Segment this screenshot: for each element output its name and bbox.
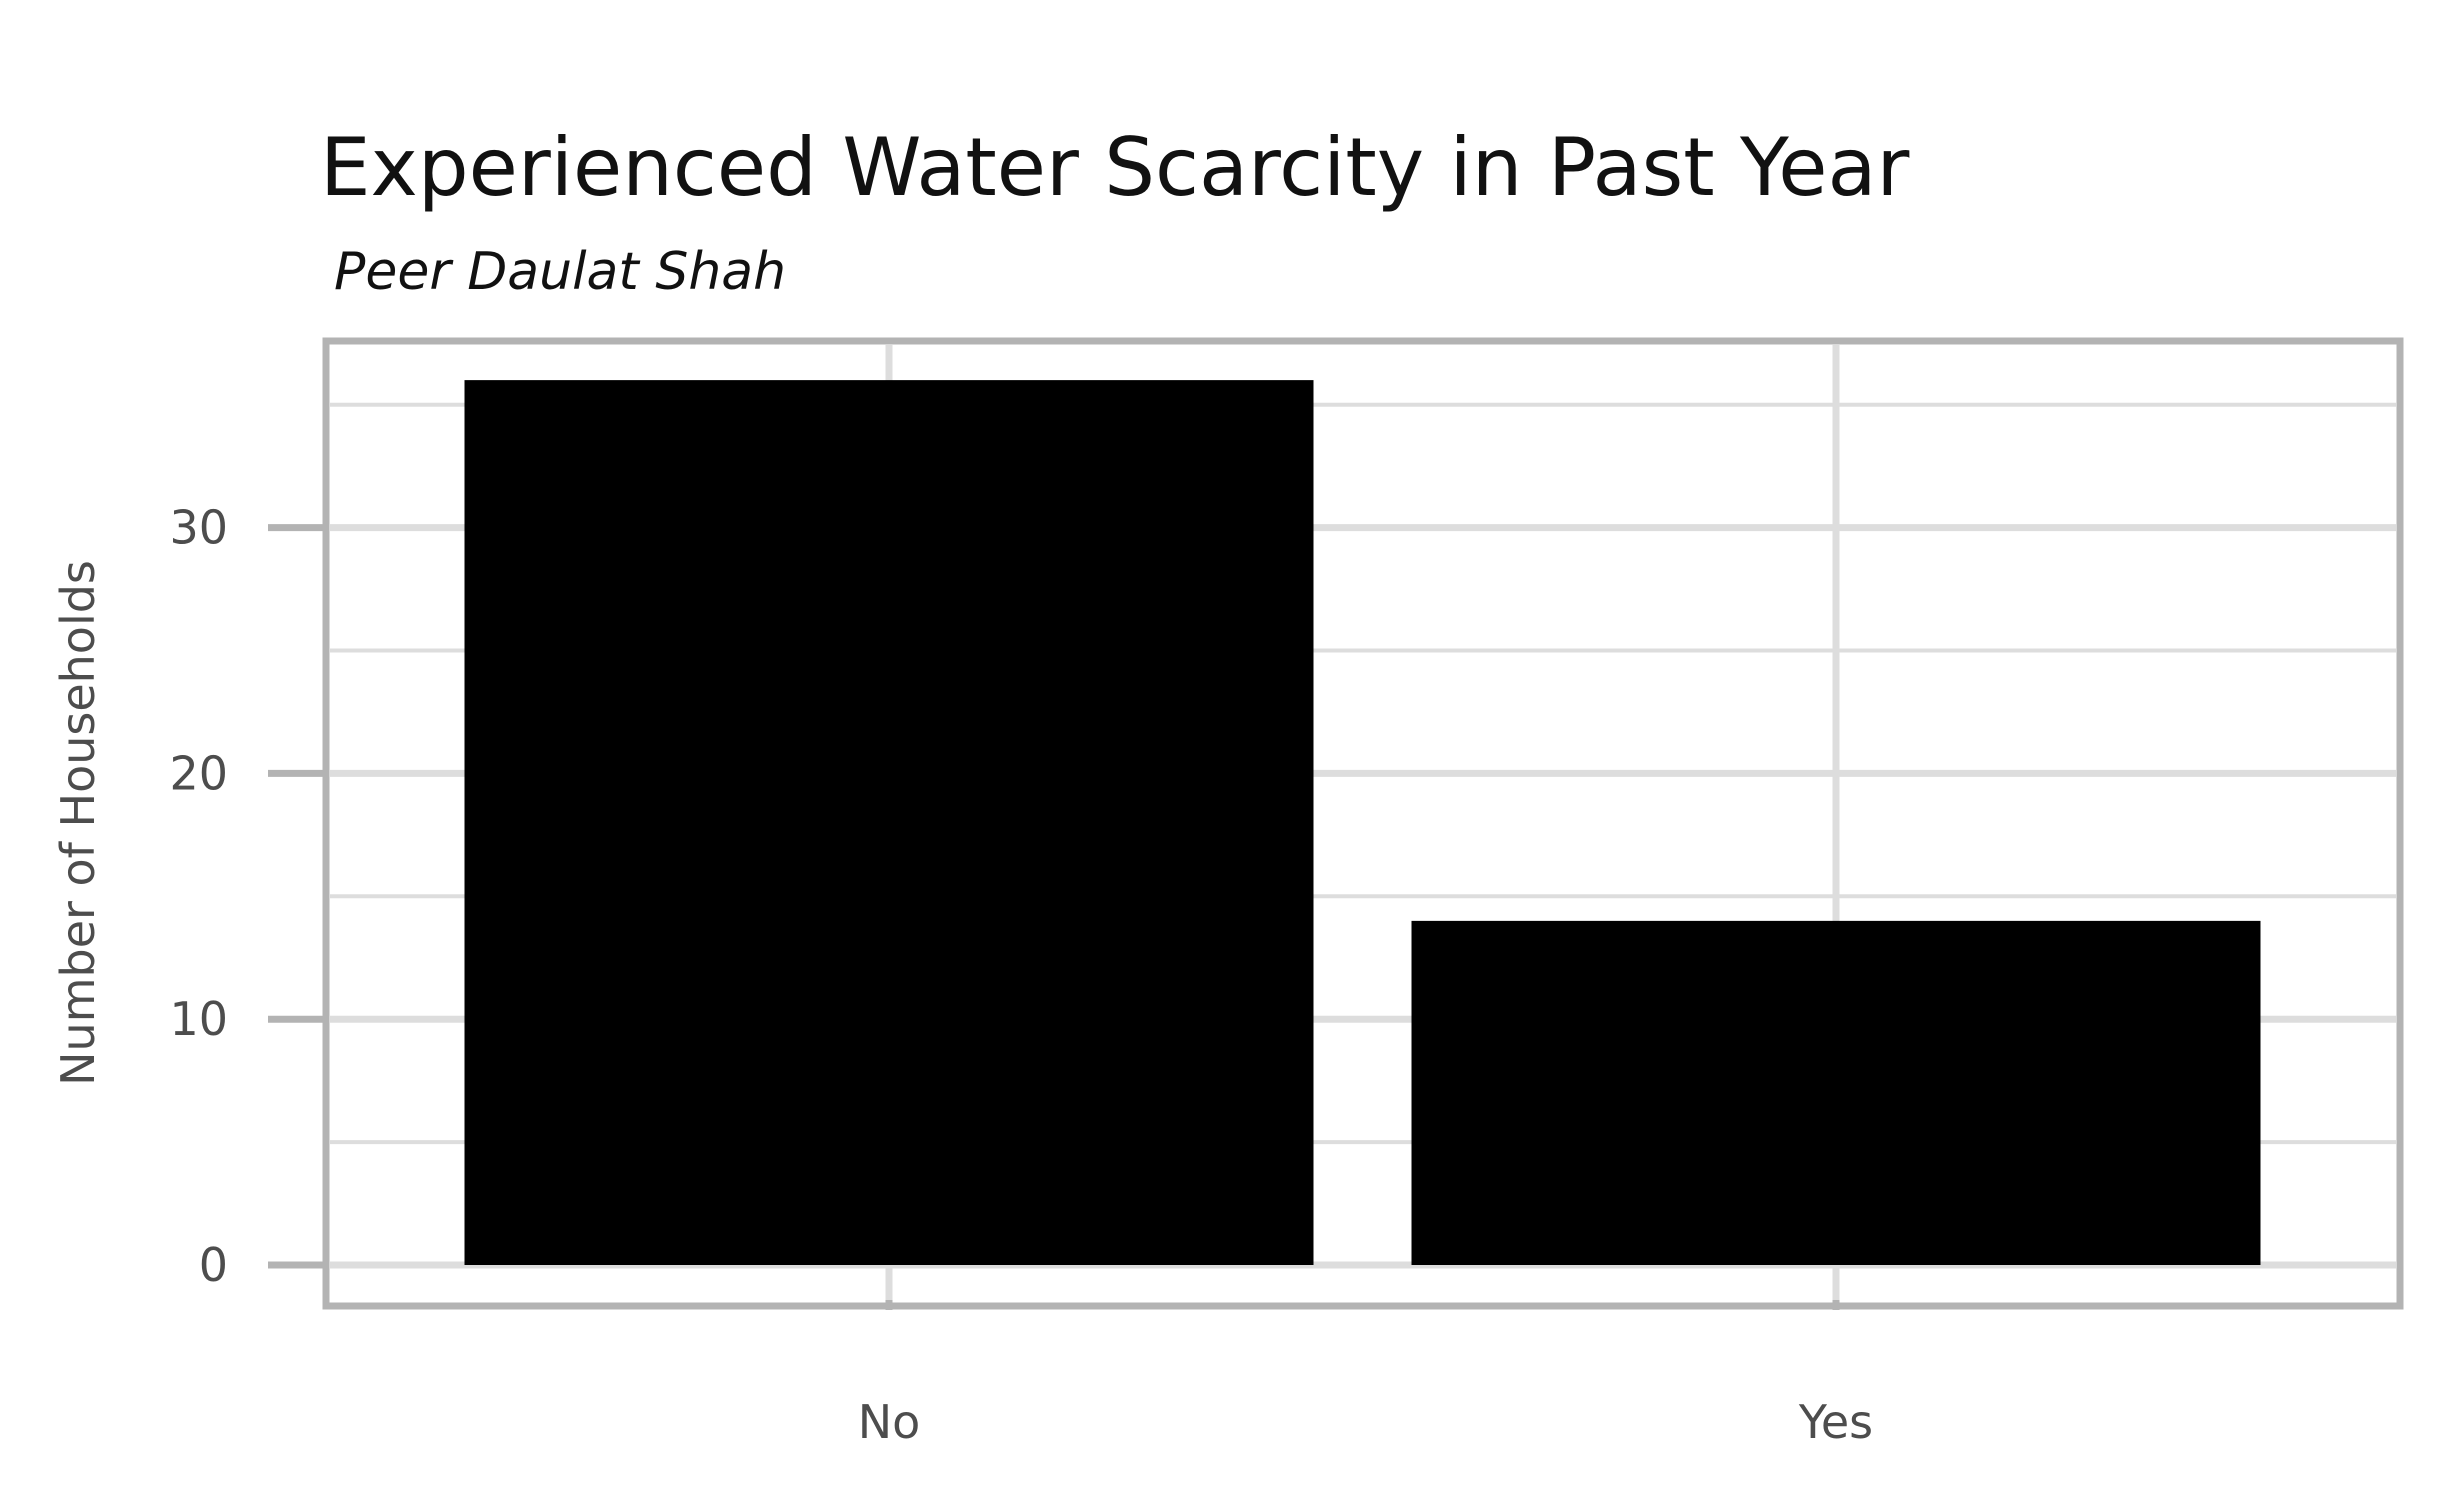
bar-yes — [1411, 920, 2261, 1265]
chart-title: Experienced Water Scarcity in Past Year — [320, 121, 1910, 214]
x-tick-label: Yes — [1798, 1395, 1873, 1449]
axis-layer: 0 10 20 30 No Yes — [169, 501, 1873, 1449]
chart-subtitle: Peer Daulat Shah — [334, 242, 787, 302]
bar-no — [464, 380, 1314, 1265]
y-tick-label: 20 — [169, 746, 228, 800]
y-axis-label: Number of Households — [51, 560, 105, 1086]
x-tick-label: No — [858, 1395, 921, 1449]
y-tick-label: 0 — [199, 1238, 228, 1292]
bar-layer — [464, 380, 2261, 1265]
y-tick-label: 30 — [169, 501, 228, 555]
plot-frame — [322, 337, 2404, 1310]
y-tick-label: 10 — [169, 992, 228, 1046]
